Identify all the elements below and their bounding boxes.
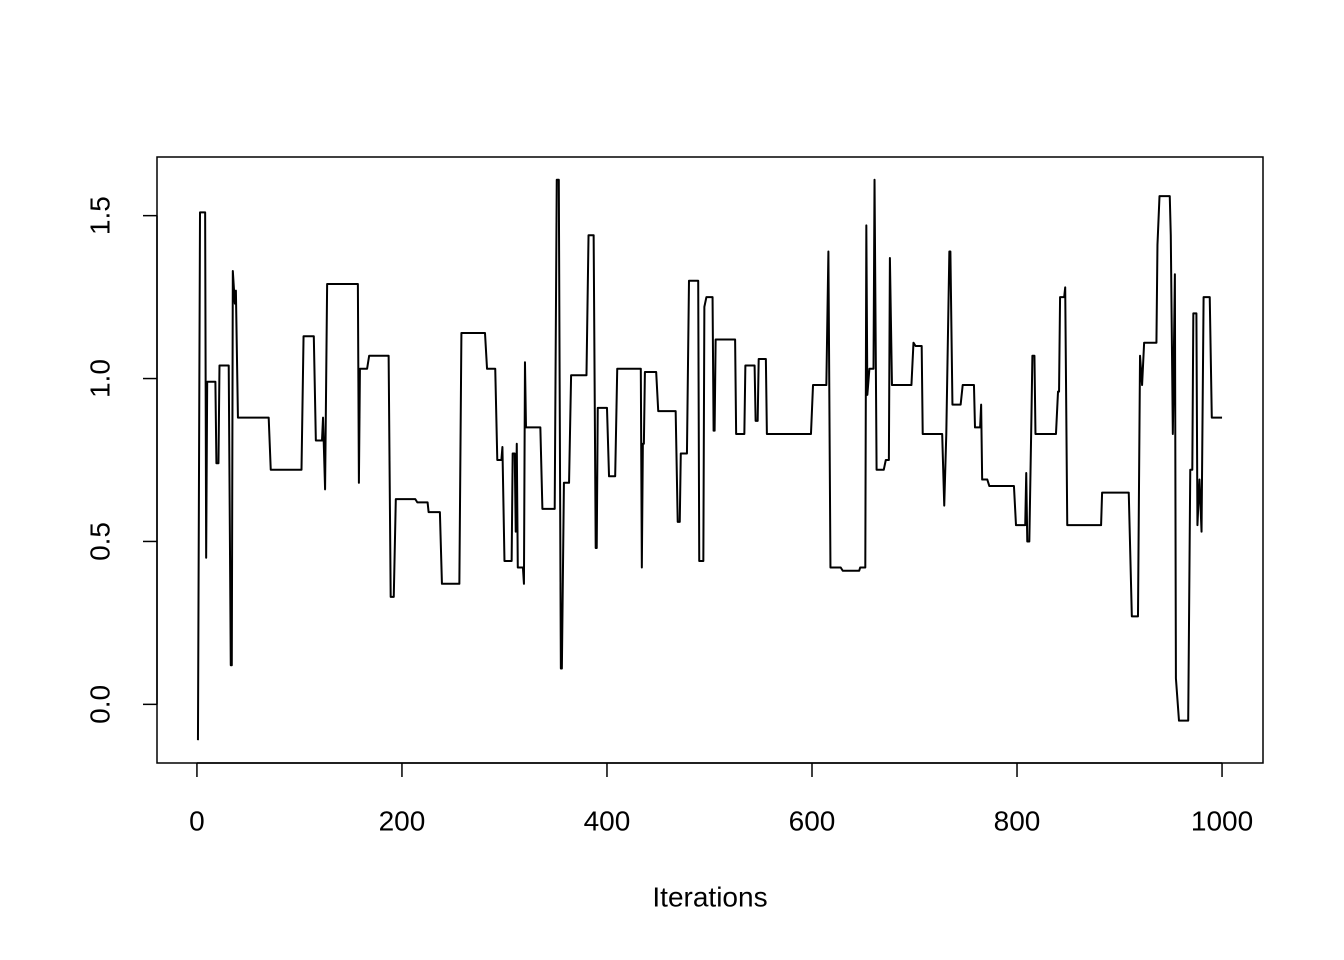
x-tick-label: 600 xyxy=(789,805,836,836)
y-tick-label: 0.5 xyxy=(84,522,115,561)
y-tick-label: 1.0 xyxy=(84,359,115,398)
x-tick-label: 0 xyxy=(189,805,205,836)
x-tick-label: 1000 xyxy=(1191,805,1253,836)
x-tick-label: 200 xyxy=(379,805,426,836)
y-tick-label: 1.5 xyxy=(84,196,115,235)
x-tick-label: 400 xyxy=(584,805,631,836)
plot-frame xyxy=(156,156,1264,764)
x-axis-label: Iterations xyxy=(652,881,767,912)
trace-line xyxy=(196,178,1223,741)
x-tick-label: 800 xyxy=(994,805,1041,836)
y-tick-label: 0.0 xyxy=(84,685,115,724)
